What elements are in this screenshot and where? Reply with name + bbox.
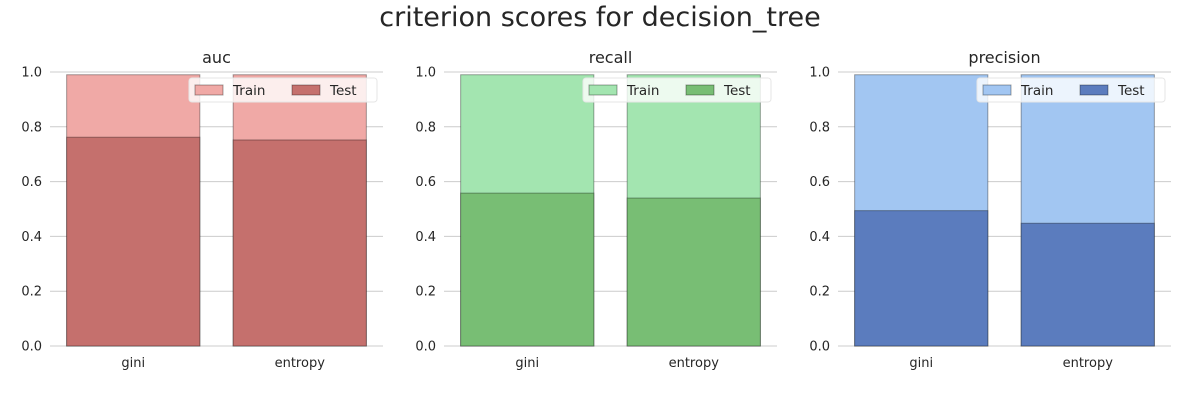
y-tick-label: 0.8 bbox=[415, 120, 436, 135]
x-tick-label: gini bbox=[909, 356, 933, 371]
legend: Train Test bbox=[976, 77, 1166, 103]
bar-test-gini bbox=[66, 136, 201, 347]
x-tick-label: gini bbox=[515, 356, 539, 371]
legend-swatch-train bbox=[194, 84, 224, 96]
y-tick-label: 0.6 bbox=[809, 175, 830, 190]
chart-panel-recall: 0.0 0.2 0.4 0.6 0.8 1.0 gini entropy recall Train… bbox=[415, 48, 777, 371]
legend-swatch-train bbox=[982, 84, 1012, 96]
y-tick-label: 0.2 bbox=[21, 285, 42, 300]
y-tick-label: 0.6 bbox=[415, 175, 436, 190]
chart-title: auc bbox=[202, 48, 231, 67]
y-tick-label: 0.2 bbox=[809, 285, 830, 300]
y-tick-label: 1.0 bbox=[21, 66, 42, 81]
legend-label-test: Test bbox=[723, 83, 751, 99]
legend-box bbox=[582, 77, 772, 103]
y-tick-label: 0.8 bbox=[21, 120, 42, 135]
legend-swatch-train bbox=[588, 84, 618, 96]
chart-title: recall bbox=[589, 48, 633, 67]
y-tick-label: 0.8 bbox=[809, 120, 830, 135]
legend-label-train: Train bbox=[232, 83, 265, 99]
chart-title: precision bbox=[968, 48, 1040, 67]
x-tick-label: gini bbox=[121, 356, 145, 371]
legend-label-test: Test bbox=[329, 83, 357, 99]
y-tick-label: 0.0 bbox=[809, 340, 830, 355]
y-tick-label: 0.6 bbox=[21, 175, 42, 190]
y-tick-label: 0.0 bbox=[415, 340, 436, 355]
bar-test-gini bbox=[854, 210, 989, 347]
y-tick-label: 0.4 bbox=[21, 230, 42, 245]
bar-test-entropy bbox=[232, 139, 367, 347]
bar-test-entropy bbox=[1020, 222, 1155, 347]
x-tick-label: entropy bbox=[669, 356, 720, 371]
y-tick-label: 0.4 bbox=[415, 230, 436, 245]
legend: Train Test bbox=[582, 77, 772, 103]
legend-swatch-test bbox=[291, 84, 321, 96]
legend-box bbox=[976, 77, 1166, 103]
x-tick-label: entropy bbox=[1063, 356, 1114, 371]
bar-test-gini bbox=[460, 192, 595, 347]
legend-label-test: Test bbox=[1117, 83, 1145, 99]
y-tick-label: 1.0 bbox=[809, 66, 830, 81]
x-tick-label: entropy bbox=[275, 356, 326, 371]
bar-test-entropy bbox=[626, 197, 761, 347]
figure-title: criterion scores for decision_tree bbox=[379, 2, 821, 33]
chart-panel-precision: 0.0 0.2 0.4 0.6 0.8 1.0 gini entropy precision Tr… bbox=[809, 48, 1171, 371]
legend-swatch-test bbox=[1079, 84, 1109, 96]
y-tick-label: 0.2 bbox=[415, 285, 436, 300]
legend-swatch-test bbox=[685, 84, 715, 96]
legend-label-train: Train bbox=[626, 83, 659, 99]
y-tick-label: 0.0 bbox=[21, 340, 42, 355]
y-tick-label: 0.4 bbox=[809, 230, 830, 245]
legend: Train Test bbox=[188, 77, 378, 103]
y-tick-label: 1.0 bbox=[415, 66, 436, 81]
legend-box bbox=[188, 77, 378, 103]
legend-label-train: Train bbox=[1020, 83, 1053, 99]
